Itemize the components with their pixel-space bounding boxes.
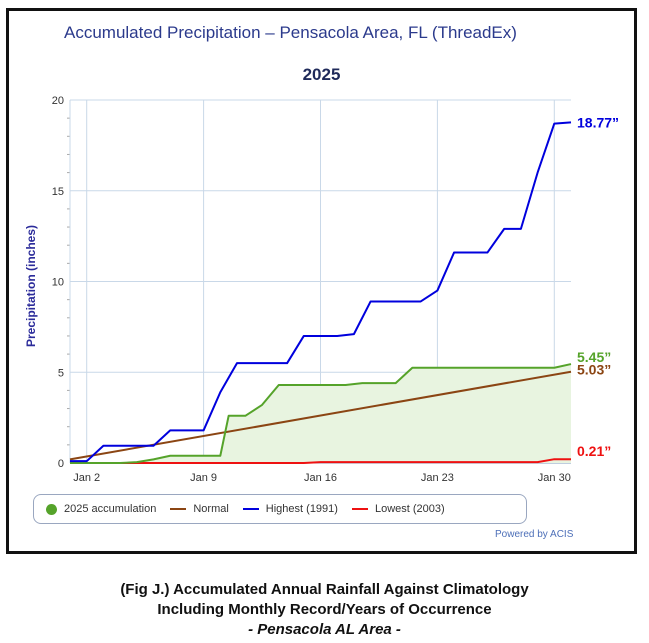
- end-label-lowest: 0.21”: [577, 443, 611, 459]
- caption-line-3: - Pensacola AL Area -: [248, 621, 401, 638]
- y-tick-label: 15: [52, 186, 64, 198]
- y-tick-label: 10: [52, 277, 64, 289]
- legend[interactable]: 2025 accumulation Normal Highest (1991) …: [33, 494, 527, 524]
- legend-label-normal: Normal: [193, 503, 229, 515]
- caption-line-2: Including Monthly Record/Years of Occurr…: [157, 601, 492, 618]
- legend-marker-normal: [170, 508, 187, 510]
- legend-item-accumulation[interactable]: 2025 accumulation: [46, 503, 156, 515]
- end-label-accumulation: 5.45”: [577, 349, 611, 365]
- chart-subtitle: 2025: [302, 65, 341, 84]
- legend-marker-lowest: [351, 508, 368, 510]
- series-line-accumulation: [70, 363, 572, 464]
- legend-marker-highest: [242, 508, 259, 510]
- chart-title: Accumulated Precipitation – Pensacola Ar…: [64, 23, 517, 42]
- chart-frame: Accumulated Precipitation – Pensacola Ar…: [6, 8, 637, 554]
- accumulation-area: [70, 364, 571, 463]
- x-tick-label: Jan 2: [73, 472, 100, 484]
- x-tick-label: Jan 16: [304, 472, 337, 484]
- legend-label-lowest: Lowest (2003): [374, 503, 445, 515]
- y-tick-label: 20: [52, 95, 64, 107]
- end-label-highest: 18.77”: [577, 114, 619, 130]
- y-tick-label: 0: [58, 458, 64, 470]
- legend-item-normal[interactable]: Normal: [170, 503, 229, 515]
- legend-item-highest[interactable]: Highest (1991): [242, 503, 338, 515]
- x-tick-label: Jan 9: [190, 472, 217, 484]
- legend-marker-accumulation: [46, 503, 57, 515]
- credit-link[interactable]: Powered by ACIS: [495, 529, 574, 540]
- caption-line-1: (Fig J.) Accumulated Annual Rainfall Aga…: [120, 581, 529, 598]
- legend-item-lowest[interactable]: Lowest (2003): [351, 503, 445, 515]
- y-tick-label: 5: [58, 367, 64, 379]
- series-line-highest: [70, 121, 572, 463]
- end-label-normal: 5.03”: [577, 362, 611, 378]
- x-tick-label: Jan 30: [538, 472, 571, 484]
- x-tick-label: Jan 23: [421, 472, 454, 484]
- series-line-lowest: [70, 458, 571, 464]
- plot-area: 0 5 10 15 20 Jan 2 Jan 9 Jan 16 Jan 23 Jan 30 5.45…: [52, 95, 619, 484]
- legend-label-accumulation: 2025 accumulation: [64, 503, 157, 515]
- legend-label-highest: Highest (1991): [265, 503, 338, 515]
